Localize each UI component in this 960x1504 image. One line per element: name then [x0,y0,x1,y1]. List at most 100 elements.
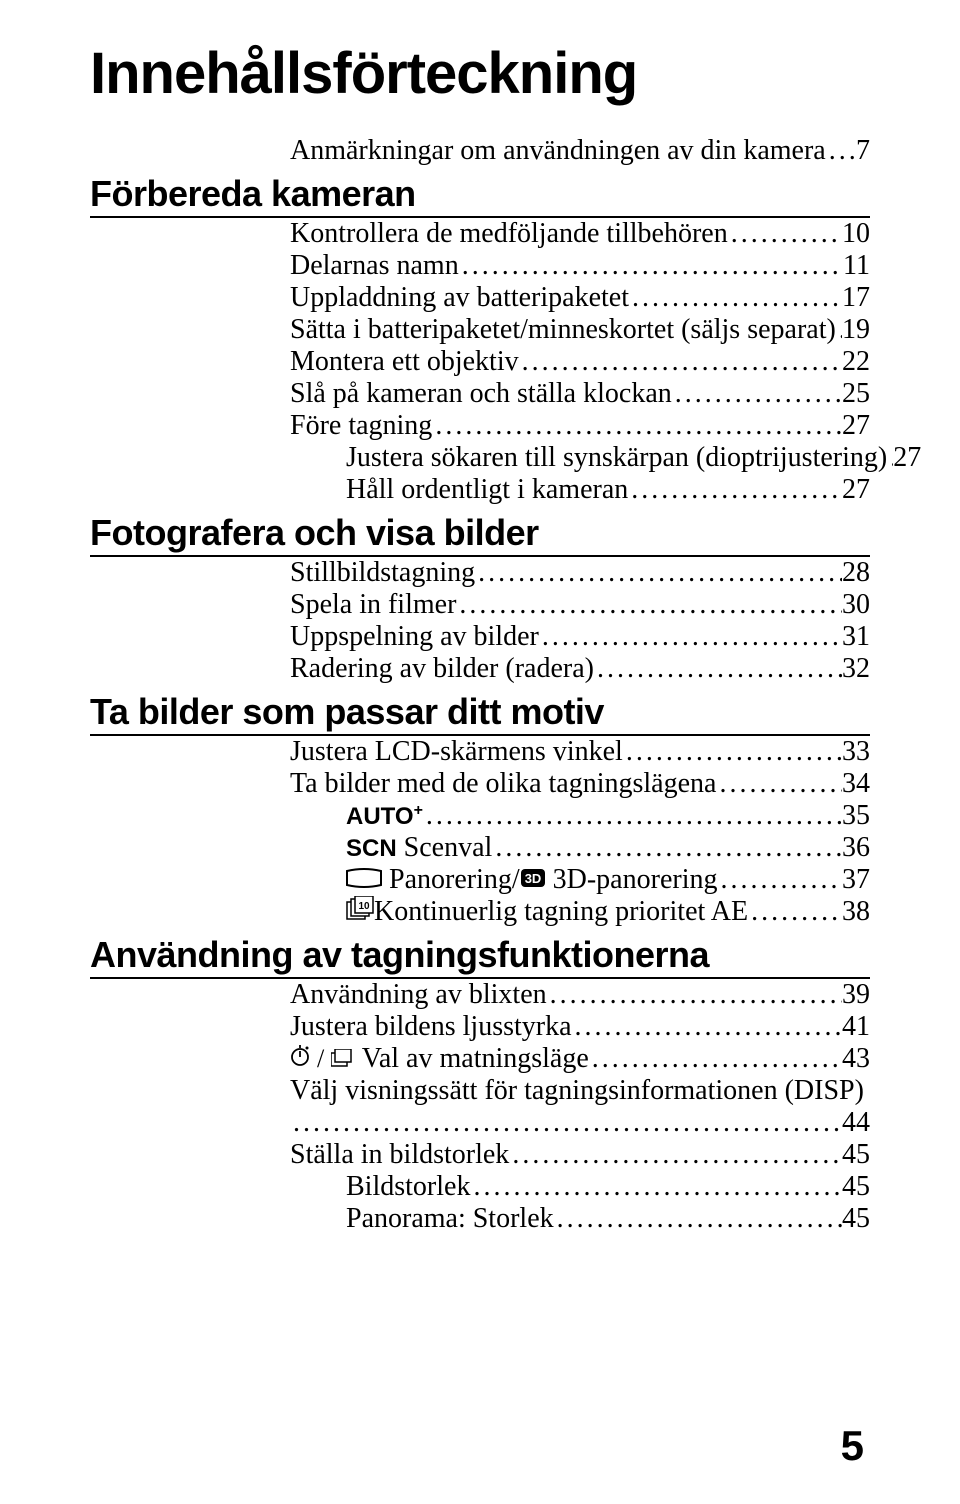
toc-entry: Före tagning............................… [290,410,870,442]
entry-label: Justera bildens ljusstyrka [290,1011,572,1043]
entry-leader: ........................................… [539,621,842,653]
entry-label: Håll ordentligt i kameran [346,474,628,506]
toc-entry: Kontrollera de medföljande tillbehören..… [290,218,870,250]
entry-label: SCN Scenval [346,832,492,864]
svg-text:3D: 3D [524,871,541,886]
entry-leader: ........................................… [509,1139,842,1171]
entry-label: Radering av bilder (radera) [290,653,594,685]
entry-leader: ........................................… [594,653,842,685]
entry-page: 37 [842,864,870,896]
entry-label: Sätta i batteripaketet/minneskortet (säl… [290,314,836,346]
toc-entry: Delarnas namn...........................… [290,250,870,282]
section-heading: Användning av tagningsfunktionerna [90,934,870,979]
toc-entry: 10Kontinuerlig tagning prioritet AE.....… [346,896,870,928]
toc-entry: Sätta i batteripaketet/minneskortet (säl… [290,314,870,346]
entry-leader: ........................................… [459,250,843,282]
entry-leader: ........................................… [423,800,842,832]
entry-label: Delarnas namn [290,250,459,282]
entry-label: Justera sökaren till synskärpan (dioptri… [346,442,887,474]
entry-leader: ........................................… [728,218,842,250]
entry-page: 45 [842,1139,870,1171]
entry-label: 10Kontinuerlig tagning prioritet AE [346,896,748,928]
entry-label: Justera LCD-skärmens vinkel [290,736,623,768]
svg-text:10: 10 [358,901,370,912]
entry-label: Slå på kameran och ställa klockan [290,378,672,410]
entry-label: Montera ett objektiv [290,346,519,378]
entry-page: 10 [842,218,870,250]
threed-icon: 3D [520,868,546,888]
toc-entry: / Val av matningsläge...................… [290,1043,870,1075]
entry-leader: ........................................… [589,1043,842,1075]
entry-label: Bildstorlek [346,1171,470,1203]
entry-label: Kontrollera de medföljande tillbehören [290,218,728,250]
entry-page: 31 [842,621,870,653]
entry-label: Panorering/3D 3D-panorering [346,864,717,896]
page-title: Innehållsförteckning [90,40,870,107]
entry-leader: ........................................… [717,864,842,896]
toc-entry-continuation: ........................................… [290,1107,870,1139]
toc-entry: Slå på kameran och ställa klockan.......… [290,378,870,410]
entry-label: Stillbildstagning [290,557,475,589]
entry-label: Ta bilder med de olika tagningslägena [290,768,716,800]
entry-label: Välj visningssätt för tagningsinformatio… [290,1075,864,1107]
entry-page: 33 [842,736,870,768]
entry-leader: ........................................… [432,410,842,442]
entry-page: 32 [842,653,870,685]
entry-leader: ........................................… [547,979,842,1011]
toc-entry: Välj visningssätt för tagningsinformatio… [290,1075,870,1107]
entry-leader: ... [826,135,856,167]
toc-entry: Ta bilder med de olika tagningslägena...… [290,768,870,800]
section-heading: Fotografera och visa bilder [90,512,870,557]
entry-page: 41 [842,1011,870,1043]
entry-label: Ställa in bildstorlek [290,1139,509,1171]
toc-entry: Panorering/3D 3D-panorering.............… [346,864,870,896]
toc-entry: SCN Scenval.............................… [346,832,870,864]
entry-leader: ........................................… [628,474,842,506]
entry-page: 35 [842,800,870,832]
entry-label: / Val av matningsläge [290,1043,589,1075]
entry-leader: ........................................… [572,1011,842,1043]
toc-entry: Bildstorlek.............................… [346,1171,870,1203]
panorama-icon [346,868,382,888]
entry-page: 45 [842,1171,870,1203]
entry-page: 34 [842,768,870,800]
entry-label: Uppspelning av bilder [290,621,539,653]
entry-page: 39 [842,979,870,1011]
entry-leader: ........................................… [475,557,842,589]
auto-plus-icon: AUTO+ [346,803,423,830]
toc-entry: Användning av blixten...................… [290,979,870,1011]
entry-page: 25 [842,378,870,410]
toc-entry: Panorama: Storlek.......................… [346,1203,870,1235]
entry-leader: ........................................… [456,589,842,621]
section-heading: Ta bilder som passar ditt motiv [90,691,870,736]
toc-entry: Ställa in bildstorlek...................… [290,1139,870,1171]
toc-entry: Justera LCD-skärmens vinkel.............… [290,736,870,768]
entry-page: 43 [842,1043,870,1075]
entry-leader: ........................................… [672,378,842,410]
entry-label: Spela in filmer [290,589,456,621]
entry-leader: ........................................… [716,768,842,800]
entry-page: 17 [842,282,870,314]
burst-icon [331,1049,355,1067]
entry-leader: ........................................… [470,1171,842,1203]
entry-page: 36 [842,832,870,864]
toc-intro-entry: Anmärkningar om användningen av din kame… [290,135,870,167]
entry-leader: ........................................… [519,346,842,378]
entry-label: Användning av blixten [290,979,547,1011]
entry-page: 7 [856,135,870,167]
entry-label: Uppladdning av batteripaketet [290,282,629,314]
toc-entry: Radering av bilder (radera).............… [290,653,870,685]
entry-leader: ........................................… [748,896,842,928]
entry-label: Anmärkningar om användningen av din kame… [290,135,826,167]
entry-leader: ........................................… [623,736,842,768]
toc-entry: Stillbildstagning.......................… [290,557,870,589]
toc-entry: Justera sökaren till synskärpan (dioptri… [346,442,870,474]
entry-page: 27 [893,442,921,474]
section-heading: Förbereda kameran [90,173,870,218]
entry-page: 22 [842,346,870,378]
scn-icon: SCN [346,835,397,862]
entry-page: 44 [842,1107,870,1139]
entry-label: AUTO+ [346,800,423,832]
entry-leader: ........................................… [290,1107,842,1139]
entry-page: 19 [842,314,870,346]
